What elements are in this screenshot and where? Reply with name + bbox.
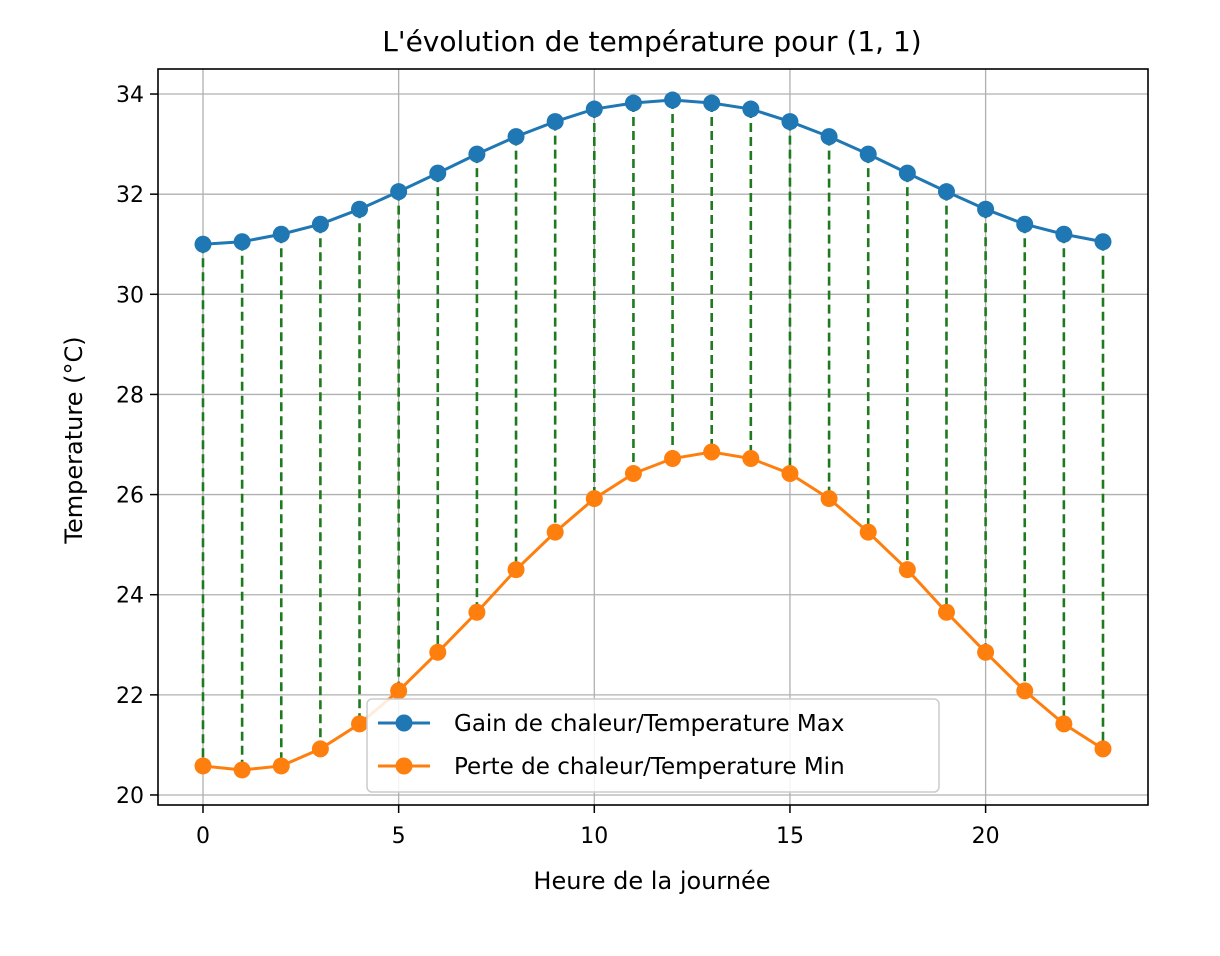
data-point-series-1 — [898, 561, 916, 579]
data-point-series-1 — [311, 740, 329, 758]
data-point-series-0 — [194, 235, 212, 253]
data-point-series-1 — [429, 643, 447, 661]
x-tick-label: 15 — [776, 824, 804, 849]
data-point-series-0 — [742, 100, 760, 118]
data-point-series-1 — [624, 465, 642, 483]
data-point-series-1 — [468, 603, 486, 621]
axis-ticks: 0 5 10 15 20 20 22 24 26 28 30 32 34 — [116, 83, 1000, 849]
x-tick-label: 5 — [392, 824, 406, 849]
data-point-series-1 — [351, 715, 369, 733]
legend-marker-max — [395, 714, 413, 732]
legend: Gain de chaleur/Temperature Max Perte de… — [366, 698, 940, 793]
legend-marker-min — [395, 757, 413, 775]
data-point-series-0 — [507, 128, 525, 146]
data-point-series-1 — [585, 490, 603, 508]
series-layer — [194, 91, 1112, 779]
connector-lines — [201, 100, 1105, 770]
x-axis-label: Heure de la journée — [533, 867, 770, 895]
data-point-series-1 — [272, 757, 290, 775]
y-tick-label: 34 — [116, 83, 144, 108]
data-point-series-1 — [233, 761, 251, 779]
data-point-series-1 — [937, 603, 955, 621]
data-point-series-0 — [859, 145, 877, 163]
legend-item-max: Gain de chaleur/Temperature Max — [378, 711, 844, 737]
y-tick-label: 22 — [116, 684, 144, 709]
data-point-series-0 — [390, 183, 408, 201]
data-point-series-0 — [937, 183, 955, 201]
data-point-series-1 — [742, 450, 760, 468]
data-point-series-1 — [1055, 715, 1073, 733]
x-tick-label: 0 — [196, 824, 210, 849]
data-point-series-1 — [507, 561, 525, 579]
y-axis-label: Temperature (°C) — [60, 336, 88, 544]
data-point-series-1 — [546, 523, 564, 541]
y-tick-label: 20 — [116, 784, 144, 809]
data-point-series-1 — [859, 523, 877, 541]
y-tick-label: 28 — [116, 383, 144, 408]
data-point-series-1 — [664, 450, 682, 468]
y-tick-label: 30 — [116, 283, 144, 308]
data-point-series-0 — [703, 94, 721, 112]
legend-box — [366, 698, 940, 793]
data-point-series-0 — [820, 128, 838, 146]
data-point-series-1 — [977, 643, 995, 661]
y-tick-label: 32 — [116, 183, 144, 208]
data-point-series-0 — [624, 94, 642, 112]
data-point-series-0 — [664, 91, 682, 109]
data-point-series-0 — [1055, 225, 1073, 243]
data-point-series-0 — [546, 113, 564, 131]
x-tick-label: 10 — [580, 824, 608, 849]
chart-title: L'évolution de température pour (1, 1) — [382, 25, 921, 58]
data-point-series-1 — [781, 465, 799, 483]
data-point-series-1 — [1094, 740, 1112, 758]
data-point-series-0 — [429, 164, 447, 182]
data-point-series-0 — [585, 100, 603, 118]
data-point-series-1 — [820, 490, 838, 508]
data-point-series-1 — [390, 682, 408, 700]
x-tick-label: 20 — [972, 824, 1000, 849]
y-tick-label: 24 — [116, 584, 144, 609]
data-point-series-0 — [1016, 215, 1034, 233]
data-point-series-0 — [898, 164, 916, 182]
y-tick-label: 26 — [116, 484, 144, 509]
data-point-series-0 — [1094, 233, 1112, 251]
plot-area-frame — [157, 68, 1149, 806]
data-point-series-0 — [311, 215, 329, 233]
legend-label-min: Perte de chaleur/Temperature Min — [454, 754, 845, 780]
data-point-series-1 — [703, 443, 721, 461]
legend-item-min: Perte de chaleur/Temperature Min — [378, 754, 845, 780]
data-point-series-1 — [1016, 682, 1034, 700]
data-point-series-0 — [468, 145, 486, 163]
data-point-series-0 — [233, 233, 251, 251]
data-point-series-0 — [351, 200, 369, 218]
data-point-series-1 — [194, 757, 212, 775]
data-point-series-0 — [977, 200, 995, 218]
data-point-series-0 — [781, 113, 799, 131]
legend-label-max: Gain de chaleur/Temperature Max — [454, 711, 844, 737]
data-point-series-0 — [272, 225, 290, 243]
